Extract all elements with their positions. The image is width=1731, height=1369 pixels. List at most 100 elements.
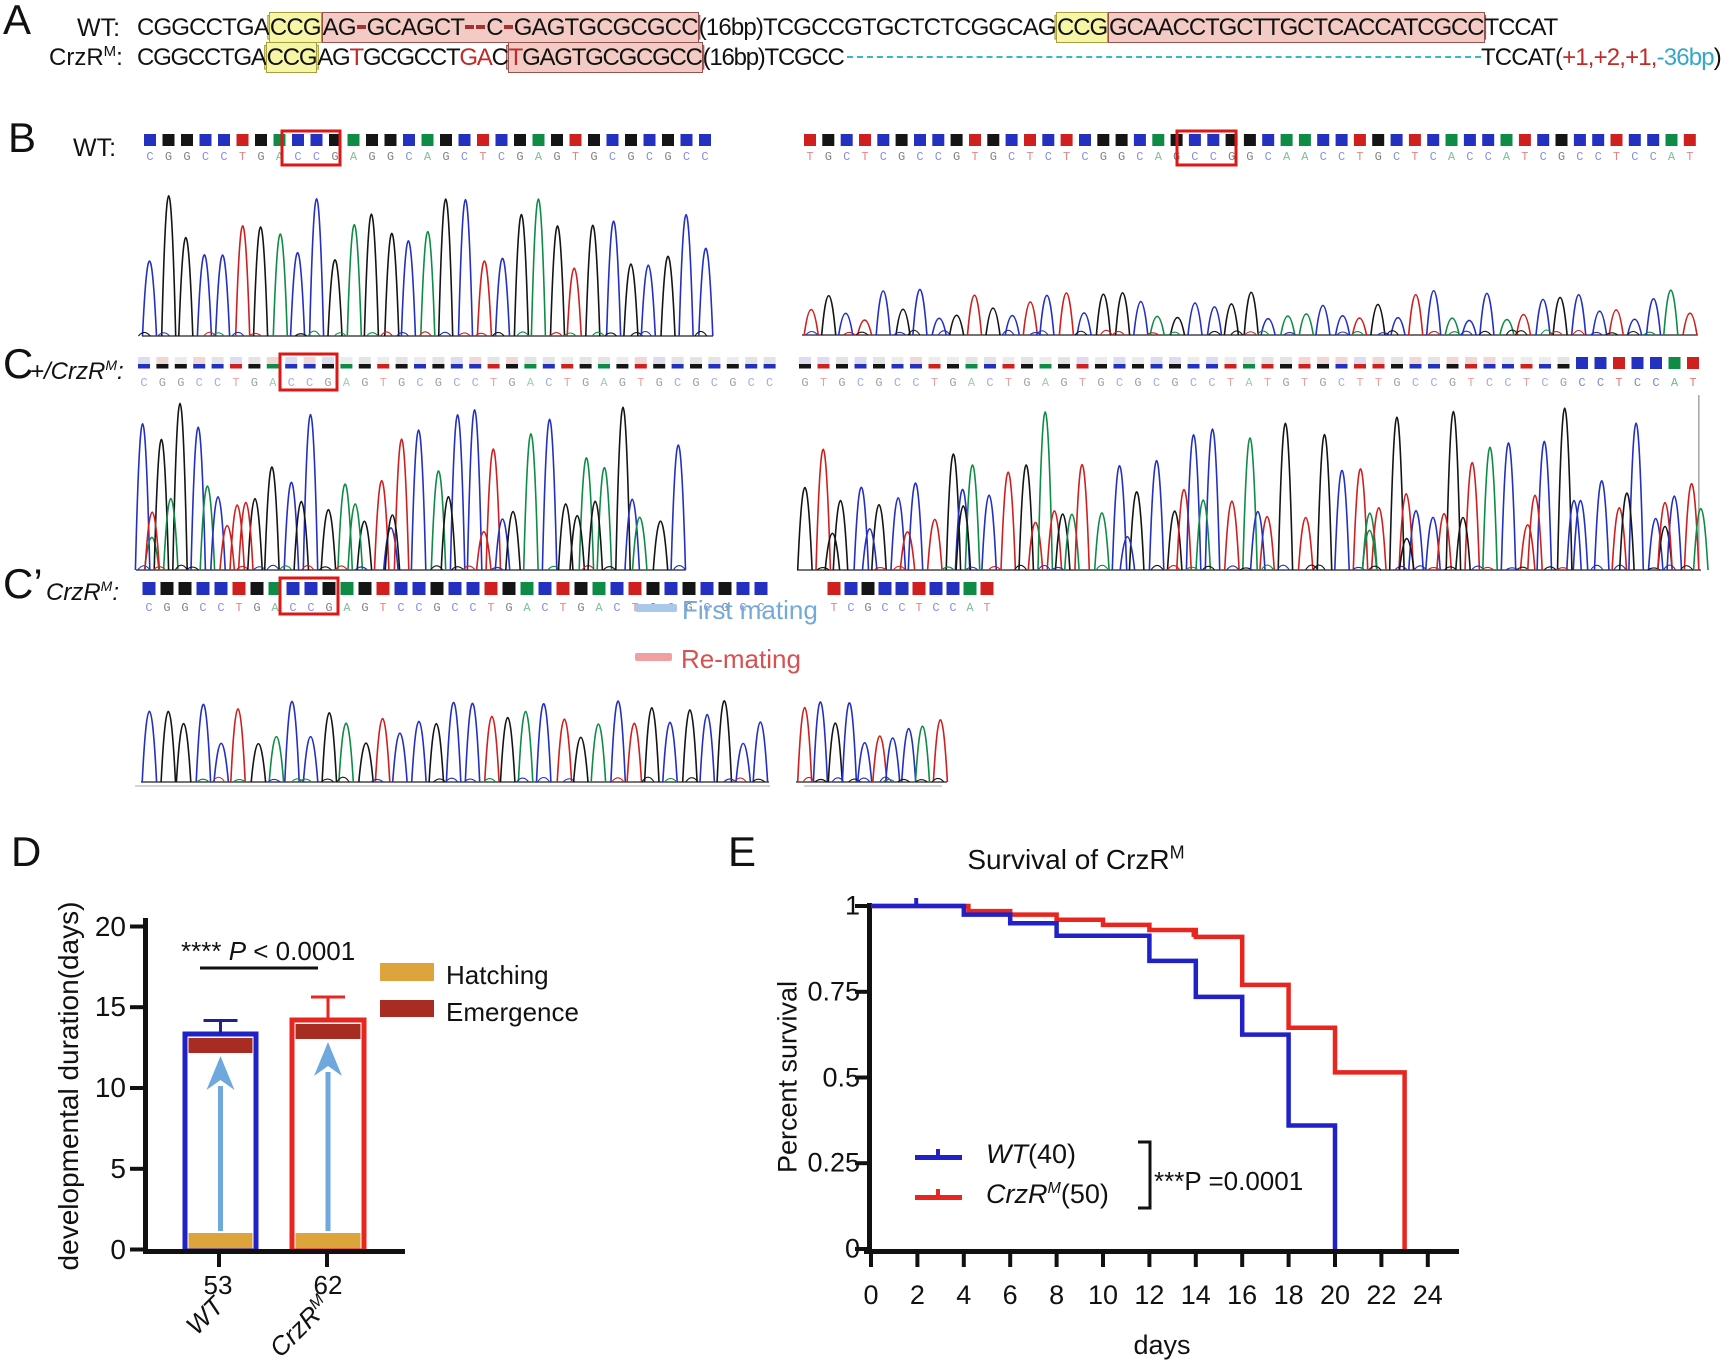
svg-text:C: C bbox=[1578, 376, 1585, 390]
svg-text:G: G bbox=[729, 376, 736, 390]
svg-text:T: T bbox=[1356, 150, 1363, 164]
svg-text:A: A bbox=[343, 376, 351, 390]
svg-text:G: G bbox=[1558, 150, 1565, 164]
svg-text:C: C bbox=[703, 601, 710, 615]
svg-text:C: C bbox=[935, 150, 942, 164]
svg-text:T: T bbox=[1079, 376, 1086, 390]
svg-text:G: G bbox=[664, 150, 671, 164]
svg-text:G: G bbox=[253, 601, 260, 615]
svg-text:T: T bbox=[1227, 376, 1234, 390]
svg-text:C: C bbox=[202, 150, 209, 164]
svg-text:G: G bbox=[1246, 150, 1253, 164]
svg-text:T: T bbox=[1063, 150, 1070, 164]
svg-text:C: C bbox=[1634, 376, 1641, 390]
svg-text:T: T bbox=[1005, 376, 1012, 390]
svg-text:T: T bbox=[1686, 150, 1693, 164]
svg-text:C: C bbox=[1652, 376, 1659, 390]
svg-text:C: C bbox=[461, 150, 468, 164]
svg-text:C: C bbox=[916, 150, 923, 164]
svg-text:G: G bbox=[361, 376, 368, 390]
svg-text:G: G bbox=[1134, 376, 1141, 390]
svg-text:C: C bbox=[1650, 150, 1657, 164]
svg-text:C: C bbox=[674, 376, 681, 390]
svg-text:G: G bbox=[1560, 376, 1567, 390]
svg-text:C: C bbox=[545, 376, 552, 390]
svg-text:A: A bbox=[1503, 150, 1511, 164]
svg-text:T: T bbox=[1026, 150, 1033, 164]
svg-text:T: T bbox=[983, 601, 990, 615]
svg-text:A: A bbox=[1155, 150, 1163, 164]
svg-text:G: G bbox=[864, 601, 871, 615]
svg-text:C: C bbox=[541, 601, 548, 615]
svg-text:G: G bbox=[1449, 376, 1456, 390]
svg-text:C: C bbox=[881, 601, 888, 615]
svg-text:G: G bbox=[721, 601, 728, 615]
svg-text:A: A bbox=[966, 601, 974, 615]
svg-text:C: C bbox=[748, 376, 755, 390]
svg-text:C: C bbox=[498, 150, 505, 164]
svg-text:C: C bbox=[214, 376, 221, 390]
svg-text:C: C bbox=[140, 376, 147, 390]
svg-text:G: G bbox=[508, 376, 515, 390]
svg-text:C: C bbox=[288, 376, 295, 390]
svg-text:G: G bbox=[875, 376, 882, 390]
svg-text:A: A bbox=[1448, 150, 1456, 164]
svg-text:C: C bbox=[1190, 376, 1197, 390]
svg-text:T: T bbox=[1264, 376, 1271, 390]
svg-text:A: A bbox=[1671, 376, 1679, 390]
svg-text:T: T bbox=[564, 376, 571, 390]
svg-text:C: C bbox=[1466, 150, 1473, 164]
svg-text:C: C bbox=[313, 150, 320, 164]
svg-text:G: G bbox=[656, 376, 663, 390]
svg-text:C: C bbox=[609, 150, 616, 164]
svg-text:A: A bbox=[424, 150, 432, 164]
svg-text:C: C bbox=[217, 601, 224, 615]
svg-text:G: G bbox=[505, 601, 512, 615]
svg-text:G: G bbox=[435, 376, 442, 390]
svg-text:G: G bbox=[577, 601, 584, 615]
svg-text:G: G bbox=[1097, 376, 1104, 390]
svg-text:T: T bbox=[232, 376, 239, 390]
svg-text:T: T bbox=[820, 376, 827, 390]
svg-text:A: A bbox=[1283, 150, 1291, 164]
svg-text:C: C bbox=[1576, 150, 1583, 164]
svg-text:C: C bbox=[757, 601, 764, 615]
svg-text:T: T bbox=[1356, 376, 1363, 390]
svg-text:G: G bbox=[331, 150, 338, 164]
svg-text:T: T bbox=[1301, 376, 1308, 390]
svg-text:G: G bbox=[257, 150, 264, 164]
svg-text:A: A bbox=[527, 376, 535, 390]
svg-text:G: G bbox=[1393, 376, 1400, 390]
svg-text:T: T bbox=[971, 150, 978, 164]
svg-text:T: T bbox=[239, 150, 246, 164]
svg-text:C: C bbox=[1116, 376, 1123, 390]
svg-text:C: C bbox=[912, 376, 919, 390]
svg-text:A: A bbox=[535, 150, 543, 164]
svg-text:G: G bbox=[949, 376, 956, 390]
svg-text:C: C bbox=[1320, 150, 1327, 164]
svg-text:T: T bbox=[559, 601, 566, 615]
svg-text:C: C bbox=[453, 376, 460, 390]
svg-text:G: G bbox=[582, 376, 589, 390]
svg-text:C: C bbox=[932, 601, 939, 615]
svg-text:T: T bbox=[490, 376, 497, 390]
svg-text:C: C bbox=[880, 150, 887, 164]
svg-text:T: T bbox=[487, 601, 494, 615]
svg-text:T: T bbox=[637, 376, 644, 390]
svg-text:C: C bbox=[847, 601, 854, 615]
svg-text:C: C bbox=[307, 601, 314, 615]
svg-text:C: C bbox=[1631, 150, 1638, 164]
svg-text:T: T bbox=[830, 601, 837, 615]
svg-text:C: C bbox=[306, 376, 313, 390]
svg-text:C: C bbox=[1338, 150, 1345, 164]
svg-text:G: G bbox=[324, 376, 331, 390]
svg-text:C: C bbox=[469, 601, 476, 615]
svg-text:A: A bbox=[271, 601, 279, 615]
svg-text:G: G bbox=[1100, 150, 1107, 164]
svg-text:G: G bbox=[1375, 150, 1382, 164]
svg-text:C: C bbox=[1045, 150, 1052, 164]
svg-text:C: C bbox=[843, 150, 850, 164]
svg-text:C: C bbox=[1081, 150, 1088, 164]
svg-text:C: C bbox=[1153, 376, 1160, 390]
svg-text:C: C bbox=[451, 601, 458, 615]
